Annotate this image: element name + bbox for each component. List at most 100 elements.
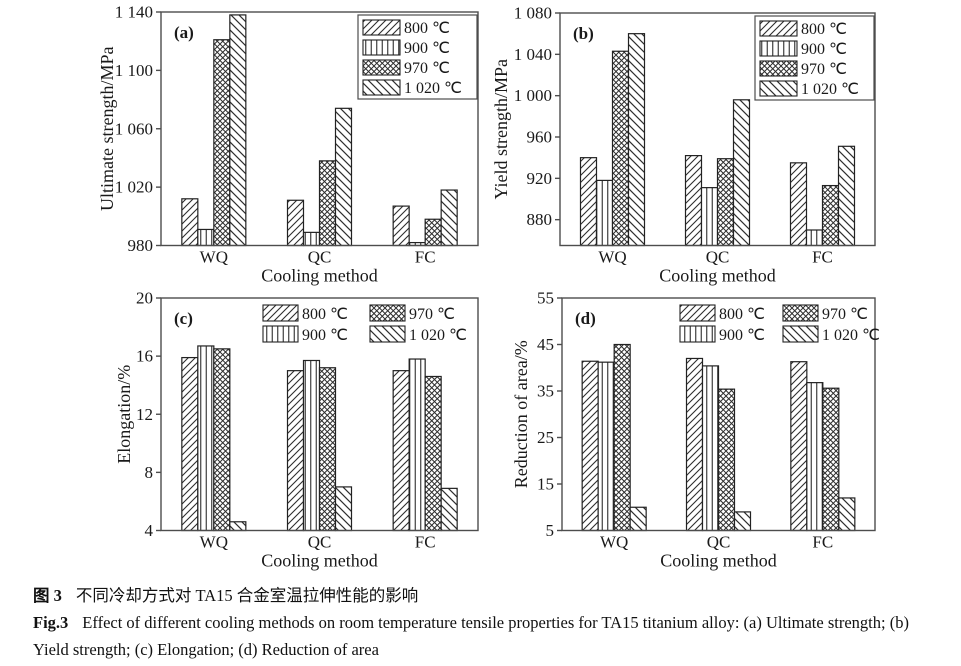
- legend-label: 1 020 ℃: [404, 80, 462, 97]
- legend-swatch-diag-forward: [362, 19, 401, 36]
- caption-line-en: Fig.3 Effect of different cooling methods…: [33, 609, 935, 663]
- y-tick-label: 1 000: [514, 86, 552, 105]
- y-tick-label: 45: [537, 335, 554, 354]
- caption-label-zh: 图 3: [33, 586, 62, 605]
- bar-c-WQ-800℃: [181, 356, 199, 532]
- bar-c-WQ-1020℃: [229, 521, 247, 532]
- legend-label: 1 020 ℃: [801, 81, 859, 98]
- legend-swatch-diag-forward: [759, 20, 798, 37]
- bar-b-WQ-800℃: [579, 157, 598, 247]
- bar-d-FC-900℃: [806, 382, 824, 532]
- legend-label: 800 ℃: [302, 306, 348, 323]
- bar-b-QC-1020℃: [732, 99, 751, 247]
- bar-c-FC-1020℃: [440, 487, 458, 532]
- legend-swatch-crosshatch: [362, 59, 401, 76]
- bar-d-WQ-970℃: [613, 343, 631, 532]
- bar-b-FC-1020℃: [837, 145, 856, 247]
- legend-label: 900 ℃: [302, 327, 348, 344]
- caption-text-en: Effect of different cooling methods on r…: [33, 613, 909, 659]
- caption-text-zh: 不同冷却方式对 TA15 合金室温拉伸性能的影响: [75, 586, 419, 605]
- bar-b-FC-970℃: [821, 184, 840, 247]
- bar-b-WQ-900℃: [595, 179, 614, 247]
- y-axis-title: Ultimate strength/MPa: [97, 47, 117, 211]
- bar-b-WQ-1020℃: [627, 33, 646, 247]
- legend-swatch-vertical: [262, 325, 299, 343]
- legend-swatch-diag-forward: [262, 304, 299, 322]
- panel-label: (b): [573, 24, 594, 43]
- caption-line-zh: 图 3 不同冷却方式对 TA15 合金室温拉伸性能的影响: [33, 582, 935, 609]
- y-tick-label: 980: [128, 236, 154, 255]
- plot-frame: [160, 11, 479, 247]
- legend-swatch-diag-back: [369, 325, 406, 343]
- legend-label: 1 020 ℃: [409, 327, 467, 344]
- bar-d-WQ-1020℃: [629, 506, 647, 532]
- bar-d-FC-1020℃: [838, 497, 856, 532]
- legend-label: 900 ℃: [801, 41, 847, 58]
- bar-a-FC-970℃: [424, 218, 442, 247]
- legend-label: 800 ℃: [719, 306, 765, 323]
- legend-swatch-diag-forward: [679, 304, 716, 322]
- legend-swatch-crosshatch: [759, 60, 798, 77]
- x-category-label: QC: [706, 248, 730, 267]
- bar-c-QC-800℃: [286, 370, 305, 532]
- bar-b-QC-970℃: [716, 158, 735, 247]
- bar-d-QC-1020℃: [733, 511, 752, 532]
- bar-a-FC-1020℃: [440, 189, 458, 247]
- bar-a-QC-1020℃: [334, 107, 353, 247]
- bar-a-WQ-970℃: [213, 39, 231, 247]
- x-category-label: FC: [812, 248, 833, 267]
- y-axis-title: Elongation/%: [114, 365, 134, 464]
- bar-c-FC-900℃: [408, 358, 426, 532]
- legend-label: 800 ℃: [404, 20, 450, 37]
- legend-label: 1 020 ℃: [822, 327, 880, 344]
- legend-label: 970 ℃: [822, 306, 868, 323]
- bar-d-FC-970℃: [822, 387, 840, 532]
- x-axis-title: Cooling method: [261, 266, 378, 286]
- legend-swatch-vertical: [759, 40, 798, 57]
- x-axis-title: Cooling method: [659, 266, 776, 286]
- legend-label: 970 ℃: [409, 306, 455, 323]
- legend-swatch-vertical: [679, 325, 716, 343]
- y-tick-label: 16: [136, 347, 153, 366]
- x-category-label: WQ: [200, 533, 228, 552]
- bar-a-FC-800℃: [392, 205, 410, 247]
- y-tick-label: 25: [537, 428, 554, 447]
- y-tick-label: 35: [537, 382, 554, 401]
- y-tick-label: 5: [546, 521, 555, 540]
- legend-swatch-diag-back: [782, 325, 819, 343]
- y-tick-label: 960: [527, 128, 553, 147]
- bar-b-QC-800℃: [684, 155, 703, 247]
- y-tick-label: 20: [136, 289, 153, 308]
- plot-frame: [160, 297, 479, 532]
- x-category-label: QC: [308, 533, 332, 552]
- figure-caption: 图 3 不同冷却方式对 TA15 合金室温拉伸性能的影响 Fig.3 Effect …: [33, 582, 935, 663]
- bar-c-QC-970℃: [318, 367, 337, 532]
- legend-label: 800 ℃: [801, 21, 847, 38]
- x-category-label: FC: [415, 248, 436, 267]
- bar-charts-grid: 980 1 020 1 060 1 100 1 140 WQ QC FC (a) Cooling …: [97, 3, 880, 571]
- bar-d-QC-900℃: [701, 365, 720, 532]
- bar-c-FC-800℃: [392, 370, 410, 532]
- bar-c-WQ-970℃: [213, 348, 231, 532]
- legend-swatch-vertical: [362, 39, 401, 56]
- y-tick-label: 1 100: [115, 61, 153, 80]
- x-category-label: FC: [812, 533, 833, 552]
- bar-d-WQ-900℃: [597, 361, 615, 532]
- legend-swatch-crosshatch: [782, 304, 819, 322]
- y-tick-label: 4: [145, 521, 154, 540]
- y-tick-label: 880: [527, 210, 553, 229]
- x-category-label: WQ: [200, 248, 228, 267]
- bar-d-QC-970℃: [717, 388, 736, 532]
- legend-label: 970 ℃: [404, 60, 450, 77]
- bar-c-WQ-900℃: [197, 345, 215, 532]
- caption-label-en: Fig.3: [33, 613, 69, 632]
- x-category-label: WQ: [598, 248, 626, 267]
- bar-a-WQ-900℃: [197, 228, 215, 247]
- y-tick-label: 1 020: [115, 178, 153, 197]
- y-tick-label: 920: [527, 169, 553, 188]
- bar-b-FC-800℃: [789, 162, 808, 247]
- x-axis-title: Cooling method: [660, 551, 777, 571]
- legend-swatch-diag-back: [362, 79, 401, 96]
- panel-label: (d): [575, 309, 596, 328]
